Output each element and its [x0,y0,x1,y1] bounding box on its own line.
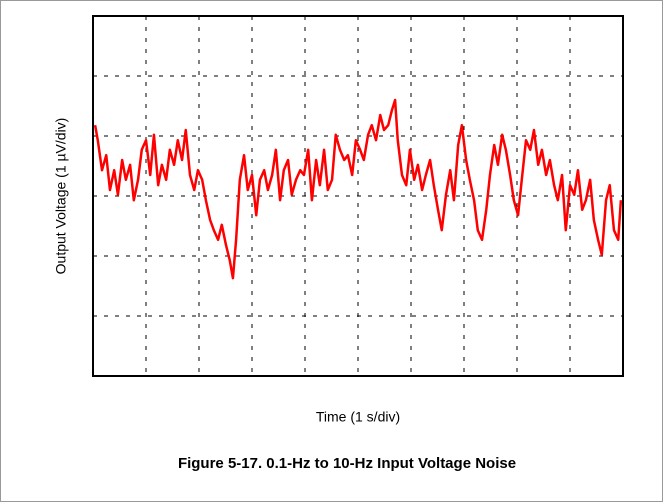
x-axis-label: Time (1 s/div) [316,409,400,425]
plot [93,98,623,280]
figure-caption: Figure 5-17. 0.1-Hz to 10-Hz Input Volta… [178,455,516,472]
plot-frame [92,15,624,377]
y-axis-label: Output Voltage (1 µV/div) [53,118,69,275]
noise-line [93,98,623,280]
